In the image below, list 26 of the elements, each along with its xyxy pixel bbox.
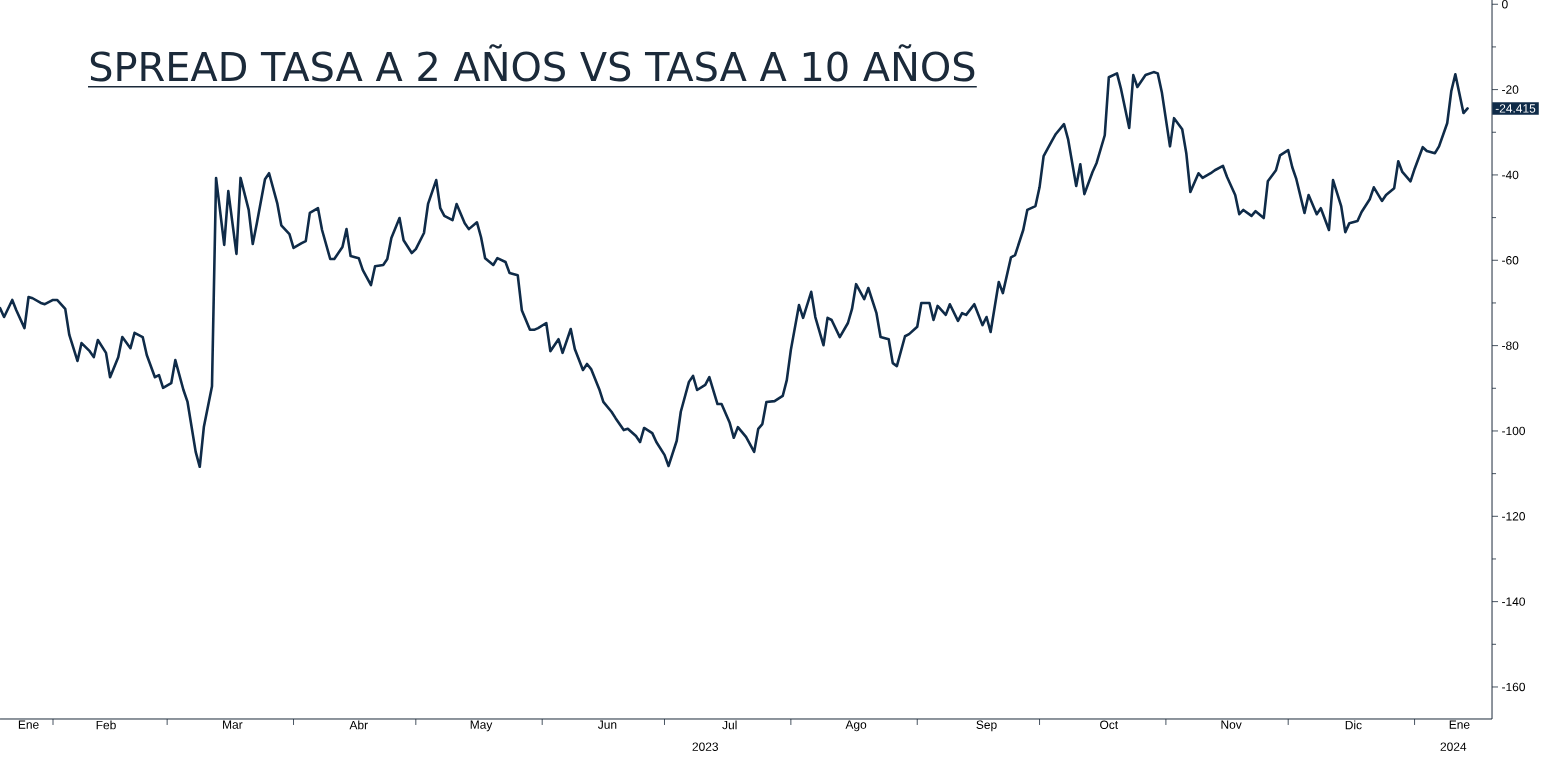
text: 2024 [1440, 742, 1467, 751]
x-tick-label: Jun [597, 720, 617, 729]
y-tick-label: -60 [1502, 256, 1519, 265]
x-tick-label: Oct [1100, 720, 1119, 729]
y-tick-label: 0 [1502, 0, 1508, 9]
y-tick-label: -160 [1502, 682, 1526, 692]
x-tick-label: May [470, 720, 493, 732]
text: SPREAD TASA A 2 AÑOS VS TASA A 10 AÑOS [90, 44, 975, 82]
x-tick-label: Mar [223, 720, 243, 729]
x-tick-label: Abr [349, 720, 368, 730]
x-tick-label: Feb [96, 720, 116, 730]
y-tick-label: -20 [1502, 85, 1519, 94]
x-tick-label: Ene [18, 720, 39, 729]
x-tick-label: Sep [976, 720, 997, 732]
y-tick-label: -120 [1502, 512, 1526, 521]
x-tick-label: Dic [1345, 720, 1362, 730]
x-tick-label: Ago [845, 720, 867, 732]
y-tick-label: -140 [1502, 597, 1526, 606]
y-tick-label: -80 [1502, 341, 1519, 350]
annotation: -24.415 [1495, 104, 1536, 113]
x-tick-label: Ene [1449, 720, 1470, 729]
y-tick-label: -40 [1502, 170, 1519, 180]
x-tick-label: Nov [1221, 720, 1242, 729]
x-tick-label: Jul [722, 720, 737, 730]
text: 2023 [692, 742, 719, 751]
y-tick-label: -100 [1502, 426, 1526, 436]
